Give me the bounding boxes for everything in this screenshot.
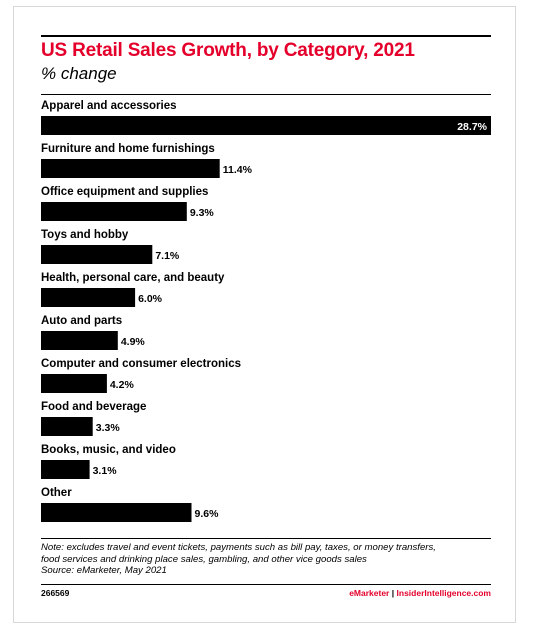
value-label: 28.7% (457, 121, 487, 133)
value-label: 11.4% (223, 164, 253, 176)
value-label: 4.9% (121, 336, 146, 348)
chart-note: Note: excludes travel and event tickets,… (41, 542, 493, 577)
value-label: 6.0% (138, 293, 163, 305)
bar (41, 116, 491, 135)
bar (41, 417, 93, 436)
chart-id: 266569 (41, 588, 70, 598)
chart-title: US Retail Sales Growth, by Category, 202… (41, 40, 415, 61)
bar (41, 331, 118, 350)
header-divider (41, 94, 491, 95)
brand-separator: | (391, 588, 395, 598)
bar (41, 503, 192, 522)
category-label: Office equipment and supplies (41, 186, 208, 198)
category-label: Toys and hobby (41, 229, 129, 241)
brand-emarketer: eMarketer (349, 588, 390, 598)
note-line: food services and drinking place sales, … (41, 553, 367, 565)
category-label: Auto and parts (41, 315, 122, 327)
category-label: Books, music, and video (41, 444, 176, 456)
bar (41, 245, 153, 264)
value-label: 9.3% (190, 207, 215, 219)
footer-brand: eMarketer | InsiderIntelligence.com (349, 588, 491, 598)
bar (41, 288, 136, 307)
bar (41, 460, 90, 479)
value-label: 9.6% (195, 508, 220, 520)
category-label: Apparel and accessories (41, 100, 177, 112)
note-line: Note: excludes travel and event tickets,… (41, 542, 436, 553)
category-label: Other (41, 487, 72, 499)
category-label: Food and beverage (41, 401, 146, 413)
bar (41, 374, 107, 393)
value-label: 3.3% (96, 422, 121, 434)
top-rule (41, 35, 491, 37)
value-label: 3.1% (93, 465, 118, 477)
footer-divider (41, 584, 491, 585)
value-label: 4.2% (110, 379, 135, 391)
category-label: Health, personal care, and beauty (41, 272, 225, 284)
brand-insider: InsiderIntelligence.com (396, 588, 491, 598)
category-label: Computer and consumer electronics (41, 358, 241, 370)
notes-divider (41, 538, 491, 539)
bar (41, 202, 187, 221)
source-line: Source: eMarketer, May 2021 (41, 565, 167, 576)
chart-subtitle: % change (41, 64, 117, 83)
bar (41, 159, 220, 178)
value-label: 7.1% (155, 250, 180, 262)
category-label: Furniture and home furnishings (41, 143, 215, 155)
